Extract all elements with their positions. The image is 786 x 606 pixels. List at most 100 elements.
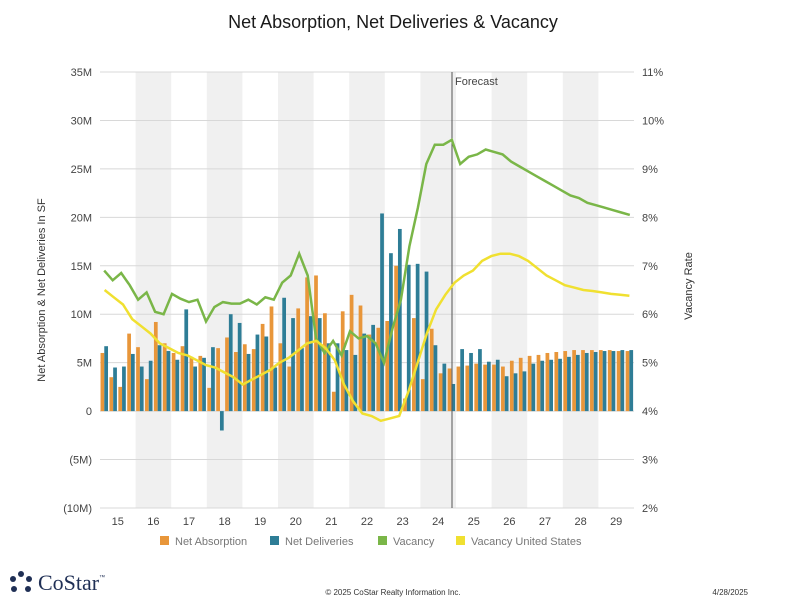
net-absorption-bar (296, 308, 301, 412)
net-deliveries-bar (575, 354, 580, 412)
left-tick-label: 5M (77, 358, 92, 370)
left-axis-ticks: (10M) (5M) 0 5M 10M 15M 20M 25M 30M 35M (63, 67, 92, 515)
net-absorption-bar (314, 275, 318, 412)
copyright: © 2025 CoStar Realty Information Inc. (325, 588, 461, 597)
net-absorption-bar (323, 313, 327, 412)
x-tick-label: 27 (539, 516, 551, 528)
right-tick-label: 9% (642, 164, 658, 176)
legend-swatch (378, 536, 387, 545)
net-deliveries-bar (469, 352, 473, 412)
year-band (349, 72, 385, 508)
net-absorption-bar (438, 373, 443, 412)
net-absorption-bar (234, 352, 238, 412)
net-absorption-bar (278, 343, 283, 412)
net-absorption-bar (492, 364, 496, 412)
net-deliveries-bar (291, 318, 295, 412)
right-tick-label: 5% (642, 358, 658, 370)
net-deliveries-bar (406, 264, 411, 412)
net-deliveries-bar (549, 359, 554, 412)
left-tick-label: 0 (86, 406, 92, 418)
year-bands (135, 72, 599, 508)
x-tick-label: 16 (147, 516, 159, 528)
net-absorption-bar (483, 364, 487, 412)
left-tick-label: 10M (71, 309, 92, 321)
net-absorption-bar (145, 379, 149, 412)
net-absorption-bar (501, 366, 505, 412)
net-deliveries-bar (122, 366, 126, 412)
net-absorption-bar (447, 368, 452, 412)
net-absorption-bars (100, 265, 630, 412)
legend-swatch (456, 536, 465, 545)
left-tick-label: 15M (71, 261, 92, 273)
net-absorption-bar (162, 343, 167, 412)
net-absorption-bar (509, 360, 514, 412)
net-deliveries-bar (531, 363, 536, 412)
net-deliveries-bar (486, 361, 491, 412)
forecast-label: Forecast (455, 76, 498, 88)
net-absorption-bar (189, 356, 194, 412)
year-band (491, 72, 528, 508)
net-absorption-bar (456, 366, 461, 412)
right-tick-label: 11% (642, 67, 663, 79)
net-deliveries-bar (593, 352, 598, 412)
net-absorption-bar (429, 328, 434, 412)
left-tick-label: (10M) (63, 503, 92, 515)
net-deliveries-bar (629, 350, 634, 412)
net-absorption-bar (260, 323, 265, 412)
net-absorption-bar (412, 318, 416, 412)
legend-label: Net Deliveries (285, 536, 354, 548)
net-deliveries-bar (362, 333, 367, 412)
costar-logo: CoStar ™ (8, 570, 105, 596)
logo-tm: ™ (99, 575, 106, 581)
net-deliveries-bar (113, 367, 117, 412)
net-deliveries-bar (104, 346, 109, 412)
net-deliveries-bar (300, 348, 304, 412)
net-deliveries-bar (513, 373, 518, 412)
right-tick-label: 4% (642, 406, 658, 418)
net-deliveries-bar (397, 228, 402, 412)
net-absorption-bar (545, 352, 550, 412)
net-deliveries-bar (255, 334, 260, 412)
net-deliveries-bar (184, 309, 189, 412)
net-absorption-bar (269, 306, 274, 412)
net-absorption-bar (518, 357, 523, 412)
net-deliveries-bar (522, 371, 527, 412)
net-absorption-bar (536, 354, 541, 412)
net-deliveries-bar (264, 336, 269, 412)
net-absorption-bar (358, 305, 363, 412)
net-deliveries-bar (157, 345, 162, 412)
net-deliveries-bar (433, 345, 438, 412)
right-tick-label: 7% (642, 261, 658, 273)
net-deliveries-bar (326, 343, 331, 412)
net-deliveries-bar (567, 356, 571, 412)
net-deliveries-bar (540, 360, 545, 412)
net-deliveries-bar (219, 411, 224, 431)
x-tick-label: 18 (218, 516, 230, 528)
net-deliveries-bar (344, 350, 349, 412)
net-deliveries-bar (317, 318, 322, 412)
chart-title: Net Absorption, Net Deliveries & Vacancy (228, 12, 558, 32)
legend-swatch (270, 536, 279, 545)
net-absorption-bar (180, 346, 185, 412)
net-absorption-bar (153, 321, 158, 412)
left-tick-label: 35M (71, 67, 92, 79)
gridlines (100, 71, 634, 509)
right-tick-label: 6% (642, 309, 658, 321)
net-absorption-bar (109, 377, 114, 412)
net-absorption-bar (563, 351, 568, 412)
net-absorption-bar (340, 311, 345, 412)
x-tick-label: 26 (503, 516, 515, 528)
net-absorption-bar (616, 351, 621, 412)
net-absorption-bar (527, 355, 532, 412)
net-deliveries-bar (193, 366, 198, 412)
legend-label: Vacancy (393, 536, 435, 548)
x-tick-label: 21 (325, 516, 337, 528)
logo-word: CoStar (38, 570, 100, 595)
net-absorption-bar (367, 334, 372, 412)
left-tick-label: 30M (71, 115, 92, 127)
net-deliveries-bar (424, 271, 429, 412)
net-absorption-bar (598, 350, 603, 412)
net-absorption-bar (171, 352, 176, 412)
net-deliveries-bar (380, 213, 384, 412)
